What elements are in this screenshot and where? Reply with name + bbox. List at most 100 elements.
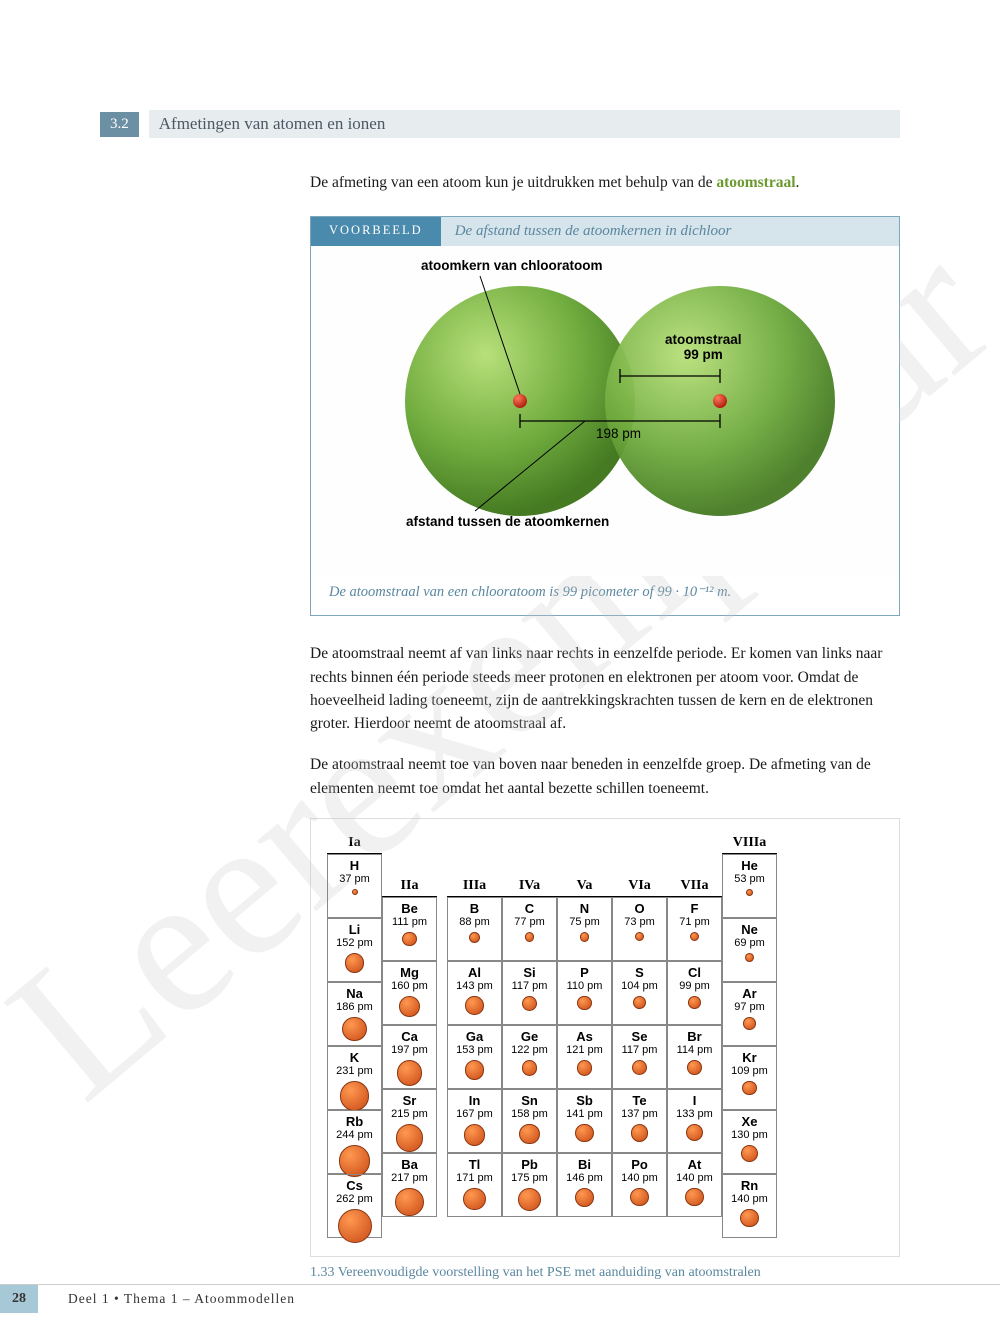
element-radius: 110 pm (558, 980, 611, 992)
atom-size-circle (630, 1188, 648, 1206)
element-symbol: Rn (723, 1178, 776, 1193)
pse-cell: Kr109 pm (722, 1046, 777, 1110)
element-symbol: Sb (558, 1093, 611, 1108)
element-radius: 117 pm (503, 980, 556, 992)
pse-cell: Si117 pm (502, 961, 557, 1025)
element-symbol: Ga (448, 1029, 501, 1044)
element-radius: 71 pm (668, 916, 721, 928)
page-footer: 28 Deel 1 • Thema 1 – Atoommodellen (0, 1284, 1000, 1313)
element-radius: 53 pm (723, 873, 776, 885)
atom-size-circle (342, 1017, 366, 1041)
element-radius: 37 pm (328, 873, 381, 885)
example-subtitle: De afstand tussen de atoomkernen in dich… (441, 217, 899, 246)
element-radius: 140 pm (613, 1172, 666, 1184)
pse-column: IaH37 pmLi152 pmNa186 pmK231 pmRb244 pmC… (327, 833, 382, 1238)
pse-cell: N75 pm (557, 897, 612, 961)
element-symbol: Kr (723, 1050, 776, 1065)
pse-group-header: VIIa (667, 876, 722, 897)
atom-size-circle (519, 1124, 540, 1145)
pse-cell: C77 pm (502, 897, 557, 961)
paragraph-1: De atoomstraal neemt af van links naar r… (310, 642, 900, 735)
element-radius: 114 pm (668, 1044, 721, 1056)
element-radius: 117 pm (613, 1044, 666, 1056)
atom-size-circle (399, 996, 420, 1017)
pse-cell: Br114 pm (667, 1025, 722, 1089)
element-symbol: H (328, 858, 381, 873)
element-symbol: F (668, 901, 721, 916)
pse-group-header: VIIIa (722, 833, 777, 854)
element-symbol: He (723, 858, 776, 873)
element-radius: 140 pm (668, 1172, 721, 1184)
element-radius: 97 pm (723, 1001, 776, 1013)
element-radius: 75 pm (558, 916, 611, 928)
atom-size-circle (746, 889, 753, 896)
pse-column: IVaC77 pmSi117 pmGe122 pmSn158 pmPb175 p… (502, 833, 557, 1238)
element-radius: 121 pm (558, 1044, 611, 1056)
pse-cell: H37 pm (327, 854, 382, 918)
atom-size-circle (577, 996, 591, 1010)
pse-cell: At140 pm (667, 1153, 722, 1217)
pse-cell: He53 pm (722, 854, 777, 918)
element-symbol: P (558, 965, 611, 980)
pse-column: VaN75 pmP110 pmAs121 pmSb141 pmBi146 pm (557, 833, 612, 1238)
element-symbol: Na (328, 986, 381, 1001)
label-atoomkern: atoomkern van chlooratoom (421, 258, 603, 273)
element-radius: 143 pm (448, 980, 501, 992)
pse-cell: Rb244 pm (327, 1110, 382, 1174)
example-box: VOORBEELD De afstand tussen de atoomkern… (310, 216, 900, 616)
element-radius: 215 pm (383, 1108, 436, 1120)
atom-size-circle (741, 1145, 758, 1162)
pse-cell: Be111 pm (382, 897, 437, 961)
element-symbol: In (448, 1093, 501, 1108)
pse-cell: Mg160 pm (382, 961, 437, 1025)
element-symbol: N (558, 901, 611, 916)
element-radius: 158 pm (503, 1108, 556, 1120)
atom-size-circle (464, 1124, 486, 1146)
atom-size-circle (575, 1188, 594, 1207)
element-radius: 133 pm (668, 1108, 721, 1120)
atom-size-circle (339, 1145, 371, 1177)
pse-cell: B88 pm (447, 897, 502, 961)
atom-size-circle (686, 1124, 703, 1141)
label-afstand: afstand tussen de atoomkernen (406, 514, 609, 529)
label-198pm: 198 pm (596, 426, 641, 441)
pse-cell: Ge122 pm (502, 1025, 557, 1089)
page-content: 3.2 Afmetingen van atomen en ionen De af… (0, 0, 1000, 1341)
element-symbol: Mg (383, 965, 436, 980)
pse-cell: Cs262 pm (327, 1174, 382, 1238)
section-number: 3.2 (100, 112, 139, 137)
pse-cell: Ca197 pm (382, 1025, 437, 1089)
label-atoomstraal: atoomstraal99 pm (665, 332, 742, 362)
element-radius: 175 pm (503, 1172, 556, 1184)
atom-size-circle (577, 1060, 593, 1076)
intro-paragraph: De afmeting van een atoom kun je uitdruk… (310, 172, 900, 194)
atom-size-circle (402, 932, 416, 946)
element-radius: 152 pm (328, 937, 381, 949)
element-symbol: Br (668, 1029, 721, 1044)
atom-size-circle (345, 953, 365, 973)
section-title: Afmetingen van atomen en ionen (149, 110, 900, 138)
pse-column: VIIIaHe53 pmNe69 pmAr97 pmKr109 pmXe130 … (722, 833, 777, 1238)
pse-cell: F71 pm (667, 897, 722, 961)
atom-size-circle (396, 1124, 424, 1152)
chlorine-diagram: atoomkern van chlooratoom atoomstraal99 … (311, 246, 899, 576)
pse-column: IIaBe111 pmMg160 pmCa197 pmSr215 pmBa217… (382, 833, 437, 1238)
element-symbol: Bi (558, 1157, 611, 1172)
example-caption: De atoomstraal van een chlooratoom is 99… (311, 576, 899, 615)
element-radius: 146 pm (558, 1172, 611, 1184)
element-symbol: C (503, 901, 556, 916)
footer-breadcrumb: Deel 1 • Thema 1 – Atoommodellen (68, 1291, 295, 1307)
element-symbol: Sr (383, 1093, 436, 1108)
element-symbol: K (328, 1050, 381, 1065)
pse-cell: Al143 pm (447, 961, 502, 1025)
pse-group-header: IVa (502, 876, 557, 897)
pse-cell: Se117 pm (612, 1025, 667, 1089)
pse-cell: P110 pm (557, 961, 612, 1025)
element-symbol: Ca (383, 1029, 436, 1044)
pse-cell: Sr215 pm (382, 1089, 437, 1153)
element-radius: 137 pm (613, 1108, 666, 1120)
element-radius: 140 pm (723, 1193, 776, 1205)
atom-size-circle (635, 932, 644, 941)
atom-size-circle (338, 1209, 372, 1243)
section-heading-bar: 3.2 Afmetingen van atomen en ionen (100, 110, 900, 138)
